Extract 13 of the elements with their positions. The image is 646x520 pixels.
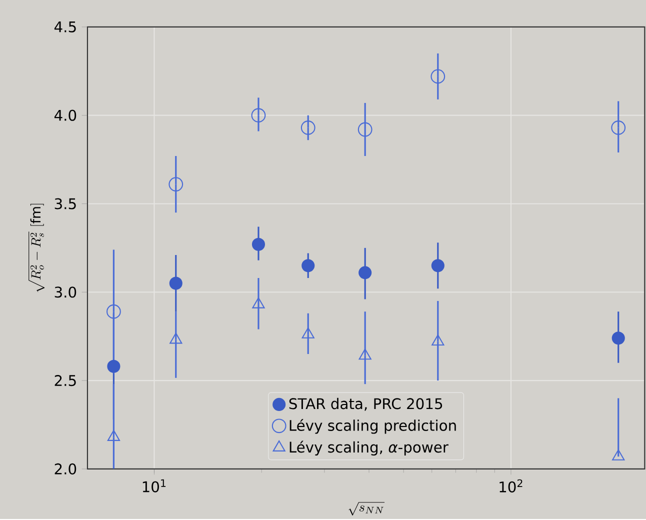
x-tick-label: 10$^{1}$: [142, 479, 166, 492]
legend-label: Lévy scaling, α-power: [290, 440, 448, 456]
y-tick-label: 3.5: [54, 198, 76, 210]
y-tick-label: 3.0: [54, 286, 76, 298]
y-axis-title: $\sqrt{R_o^2 - R_s^2}\ [\mathrm{fm}]$: [28, 204, 45, 292]
legend-label: STAR data, PRC 2015: [289, 398, 442, 411]
legend-label: Lévy scaling prediction: [290, 419, 456, 434]
x-tick-label: 10$^{2}$: [500, 479, 522, 492]
x-axis-title: $\sqrt{s_{NN}}$: [348, 502, 385, 516]
y-tick-label: 2.0: [54, 463, 76, 475]
y-tick-label: 4.5: [54, 22, 76, 32]
y-tick-label: 4.0: [54, 110, 76, 121]
y-tick-label: 2.5: [54, 375, 76, 386]
